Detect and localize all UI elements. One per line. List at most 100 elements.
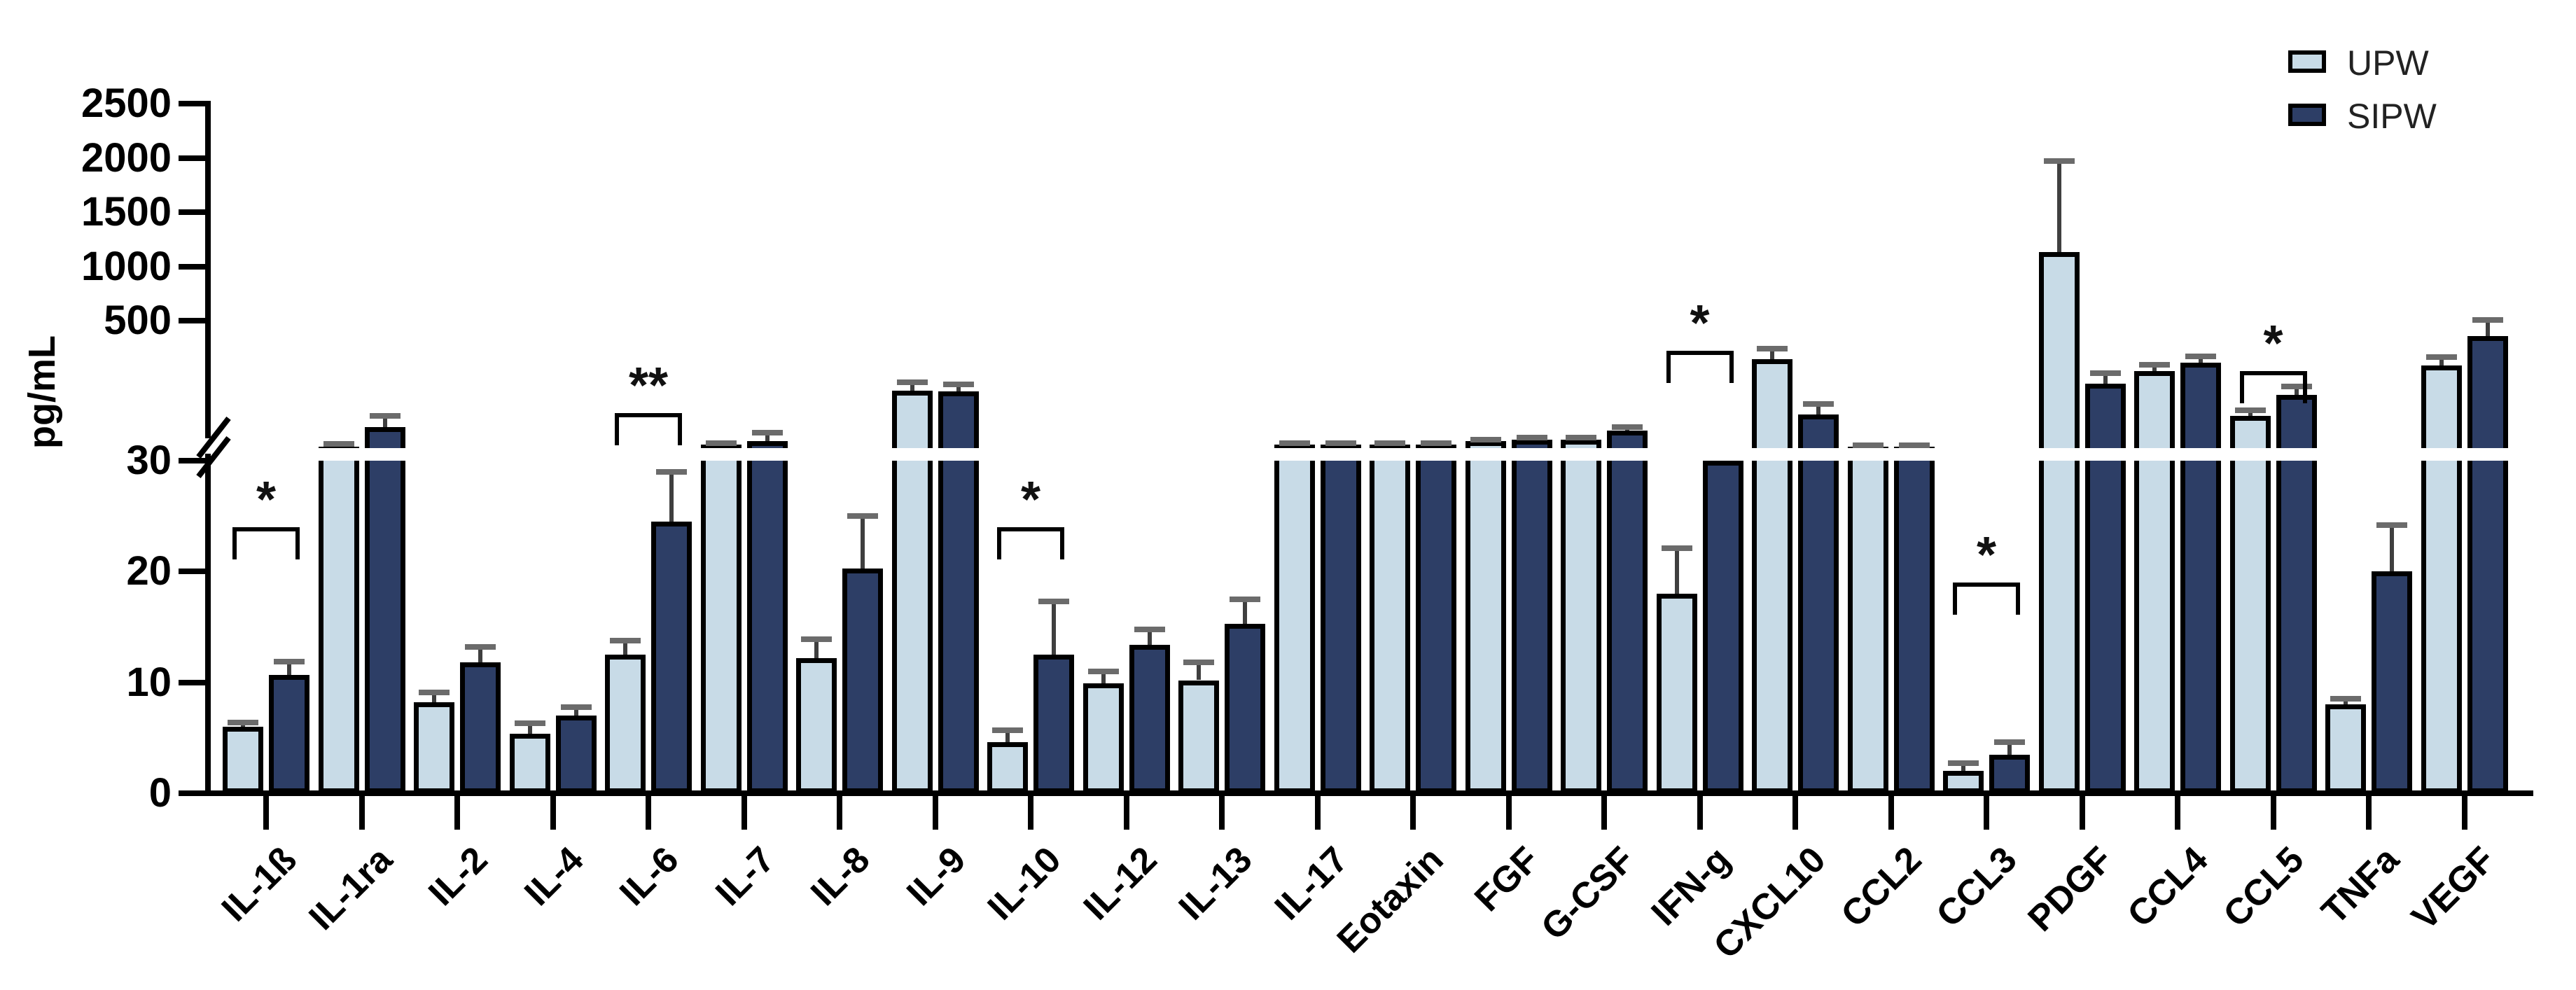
error-cap-SIPW-IL-4 (560, 704, 592, 710)
bar-SIPW-IL-7 (746, 440, 788, 793)
bar-UPW-CCL4 (2134, 370, 2175, 793)
x-tick-IL-4 (550, 796, 556, 830)
bar-SIPW-CCL3 (1989, 754, 2030, 793)
error-cap-SIPW-IL-7 (751, 430, 783, 435)
error-cap-UPW-CXCL10 (1757, 346, 1788, 351)
bar-SIPW-CXCL10 (1798, 414, 1839, 793)
sig-bracket-leg-left-IL-10 (997, 527, 1001, 559)
x-tick-VEGF (2461, 796, 2467, 830)
error-stem-UPW-IL-9 (910, 382, 914, 391)
error-cap-UPW-IL-9 (896, 379, 928, 385)
error-cap-UPW-IL-10 (992, 727, 1023, 733)
legend-swatch-upw (2288, 50, 2326, 73)
bar-SIPW-FGF (1511, 440, 1552, 793)
y-tick-2500 (179, 101, 205, 106)
y-tick-0 (179, 790, 205, 796)
error-cap-SIPW-IL-8 (847, 513, 878, 520)
x-tick-IFN-g (1697, 796, 1703, 830)
error-cap-SIPW-G-CSF (1612, 424, 1643, 431)
error-stem-UPW-PDGF (2056, 161, 2061, 253)
error-cap-SIPW-IL-17 (1325, 440, 1356, 447)
error-stem-UPW-IFN-g (1674, 548, 1679, 594)
legend-swatch-sipw (2288, 104, 2326, 126)
x-tick-FGF (1505, 796, 1512, 830)
bar-SIPW-TNFa (2372, 571, 2412, 793)
bar-SIPW-G-CSF (1607, 431, 1648, 793)
error-stem-UPW-IL-6 (623, 640, 627, 655)
error-cap-UPW-IL-13 (1183, 660, 1214, 666)
error-cap-UPW-IL-8 (801, 636, 832, 642)
error-cap-SIPW-CCL3 (1994, 739, 2025, 746)
y-tick-1500 (179, 209, 205, 215)
y-tick-label-30: 30 (126, 438, 172, 483)
bar-UPW-PDGF (2038, 252, 2080, 793)
error-stem-SIPW-IL-9 (956, 384, 961, 392)
error-cap-UPW-PDGF (2043, 158, 2075, 165)
bar-UPW-TNFa (2325, 704, 2366, 793)
bar-UPW-IL-4 (509, 733, 550, 793)
bar-UPW-IL-17 (1274, 445, 1315, 793)
y-tick-label-2500: 2500 (81, 81, 172, 126)
error-cap-UPW-IL-2 (419, 689, 450, 695)
error-stem-UPW-IL-2 (432, 692, 436, 703)
error-stem-UPW-CCL3 (1961, 763, 1965, 772)
bar-SIPW-IL-1ra (364, 426, 405, 793)
bar-SIPW-CCL4 (2180, 363, 2221, 793)
bar-SIPW-CCL5 (2276, 395, 2317, 793)
error-stem-UPW-IL-4 (527, 723, 532, 734)
error-stem-SIPW-IL-1ra (382, 416, 387, 427)
x-tick-CCL4 (2175, 796, 2180, 830)
sig-bracket-IL-10 (997, 527, 1064, 531)
sig-star-IL-10: * (1020, 472, 1041, 528)
error-stem-SIPW-IL-2 (478, 647, 482, 663)
x-tick-IL-7 (741, 796, 747, 830)
error-stem-SIPW-IL-12 (1147, 629, 1152, 645)
error-stem-SIPW-CCL4 (2199, 356, 2203, 363)
bar-SIPW-IL-10 (1033, 655, 1074, 793)
error-cap-SIPW-IL-1ß (274, 658, 305, 664)
x-tick-IL-8 (837, 796, 842, 830)
x-tick-IL-1ß (263, 796, 269, 830)
error-cap-UPW-CCL4 (2139, 362, 2170, 368)
error-stem-SIPW-IL-10 (1052, 601, 1056, 655)
error-cap-UPW-IL-17 (1279, 440, 1310, 447)
bar-UPW-IFN-g (1656, 594, 1697, 793)
sig-bracket-leg-left-CCL5 (2239, 371, 2244, 404)
error-cap-SIPW-IL-6 (656, 468, 687, 475)
sig-star-CCL3: * (1976, 527, 1997, 584)
bar-SIPW-IFN-g (1702, 461, 1743, 793)
error-stem-SIPW-CCL3 (2007, 742, 2012, 755)
error-stem-UPW-CXCL10 (1770, 349, 1774, 359)
sig-bracket-CCL5 (2239, 371, 2307, 376)
x-tick-IL-17 (1314, 796, 1321, 830)
y-tick-20 (179, 569, 205, 575)
error-stem-SIPW-CCL5 (2294, 386, 2299, 396)
x-tick-IL-2 (454, 796, 460, 830)
y-tick-label-10: 10 (126, 659, 172, 705)
error-cap-UPW-IL-1ra (323, 441, 354, 447)
error-cap-SIPW-Eotaxin (1421, 440, 1451, 447)
error-cap-SIPW-FGF (1516, 435, 1547, 441)
bar-SIPW-IL-6 (651, 522, 692, 793)
error-cap-SIPW-IL-2 (465, 644, 496, 650)
sig-bracket-CCL3 (1953, 583, 2020, 587)
error-cap-UPW-TNFa (2330, 696, 2361, 702)
error-stem-UPW-CCL4 (2152, 365, 2157, 371)
sig-bracket-leg-right-IFN-g (1729, 350, 1734, 383)
error-stem-SIPW-IL-13 (1243, 599, 1247, 624)
error-cap-UPW-CCL2 (1852, 442, 1884, 449)
error-cap-UPW-G-CSF (1566, 435, 1596, 441)
sig-bracket-leg-right-CCL3 (2016, 583, 2020, 615)
bar-UPW-IL-8 (796, 657, 837, 793)
error-cap-SIPW-IL-12 (1134, 626, 1165, 632)
sig-bracket-leg-left-CCL3 (1953, 583, 1957, 615)
error-cap-UPW-FGF (1470, 436, 1501, 442)
error-cap-SIPW-IL-10 (1038, 599, 1069, 605)
sig-bracket-leg-left-IL-6 (615, 412, 619, 445)
bar-SIPW-IL-13 (1225, 623, 1265, 793)
x-tick-G-CSF (1601, 796, 1607, 830)
error-cap-SIPW-CXCL10 (1803, 401, 1834, 407)
sig-bracket-leg-right-IL-1ß (295, 527, 300, 559)
error-stem-SIPW-TNFa (2390, 524, 2394, 572)
error-cap-SIPW-CCL4 (2185, 353, 2216, 359)
